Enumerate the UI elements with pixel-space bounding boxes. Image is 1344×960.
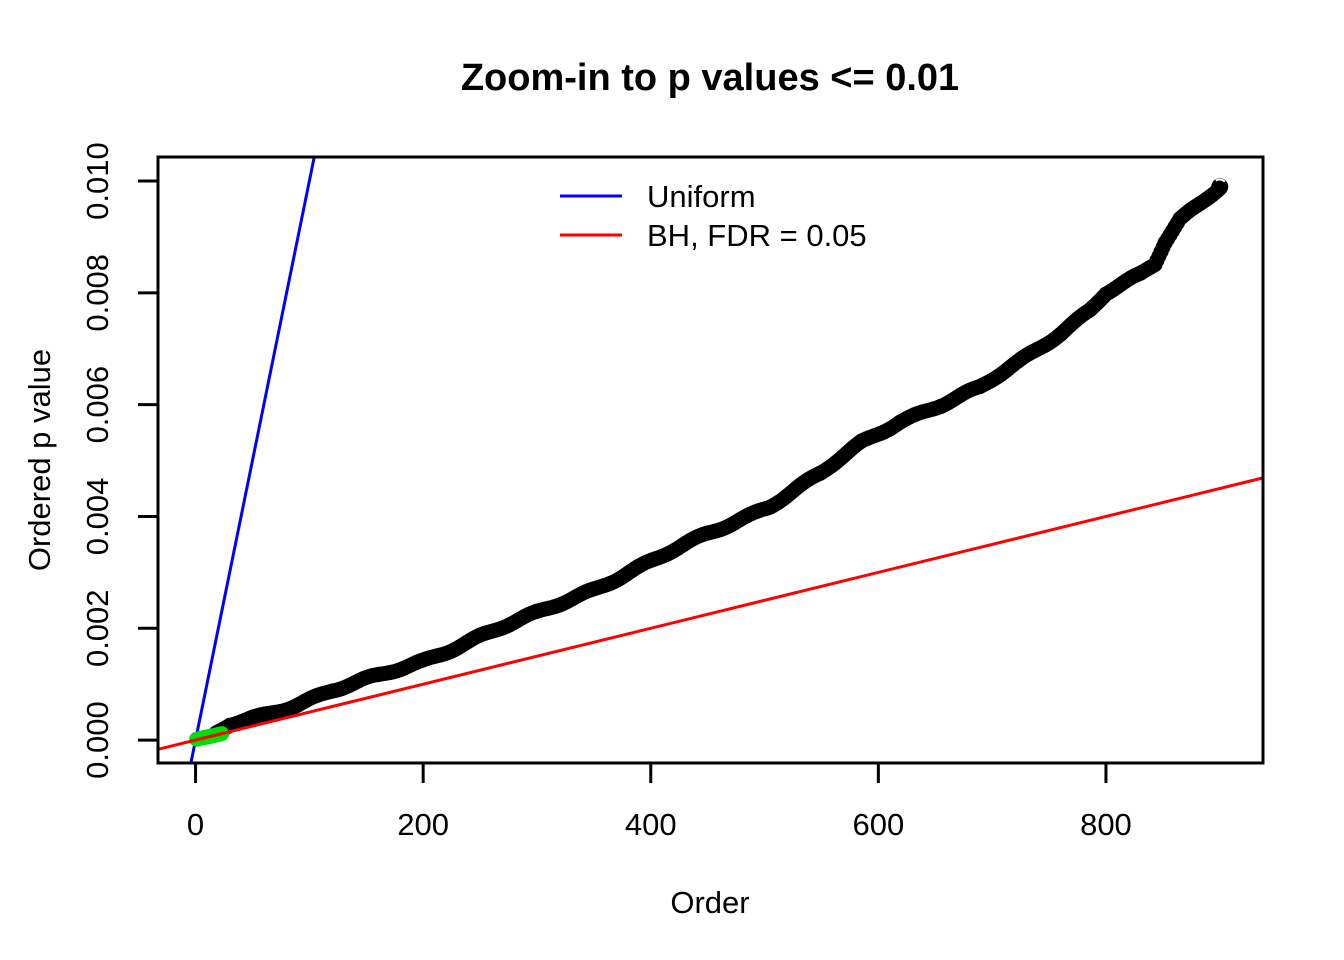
plot-title: Zoom-in to p values <= 0.01: [461, 57, 959, 99]
x-tick-label: 200: [397, 807, 449, 842]
bh-fdr-reference-line: [157, 476, 1264, 751]
y-tick-label: 0.010: [80, 142, 115, 220]
y-tick-label: 0.002: [80, 589, 115, 667]
x-axis-title: Order: [670, 885, 749, 920]
legend: Uniform BH, FDR = 0.05: [560, 179, 867, 253]
terminal-point: [1211, 178, 1229, 196]
y-tick-label: 0.006: [80, 366, 115, 444]
y-tick-label: 0.004: [80, 478, 115, 556]
x-tick-label: 0: [187, 807, 204, 842]
y-tick-label: 0.008: [80, 254, 115, 332]
x-tick-label: 600: [852, 807, 904, 842]
ordered-p-values-series: [208, 178, 1229, 741]
x-tick-label: 800: [1080, 807, 1132, 842]
y-axis-title: Ordered p value: [22, 349, 57, 571]
uniform-line: [189, 156, 316, 764]
legend-bh-label: BH, FDR = 0.05: [647, 218, 867, 253]
x-tick-label: 400: [625, 807, 677, 842]
y-tick-label: 0.000: [80, 701, 115, 779]
legend-uniform-label: Uniform: [647, 179, 756, 214]
plot-box: [156, 155, 1265, 765]
terminal-point-highlight: [1215, 178, 1226, 183]
plot-axes: 0 200 400 600 800 0.000 0.002 0.004 0.006 0.008 0.…: [80, 142, 1265, 842]
bh-threshold-line: [157, 476, 1264, 751]
uniform-reference-line: [189, 156, 316, 764]
